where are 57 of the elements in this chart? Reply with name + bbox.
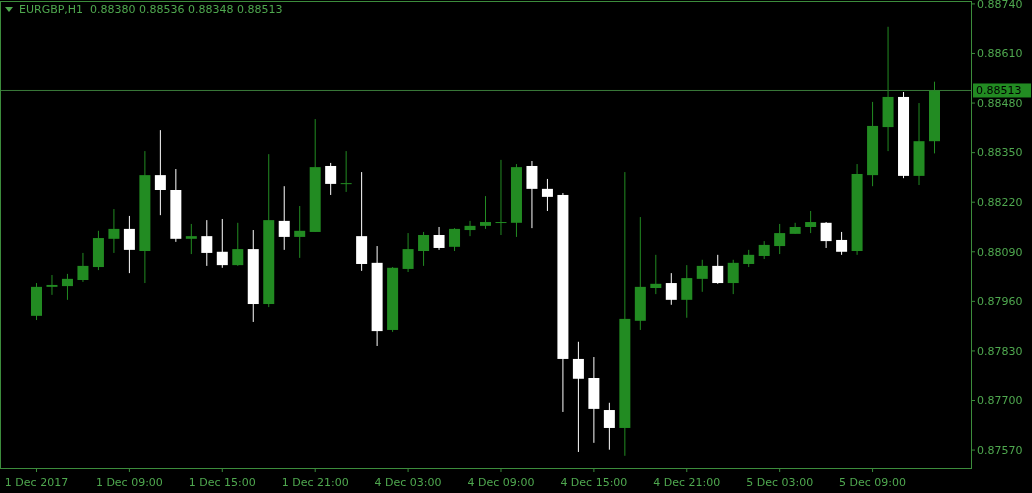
candlestick <box>185 223 197 255</box>
candlestick <box>232 222 244 267</box>
candlestick <box>278 185 290 251</box>
candlestick <box>712 254 724 285</box>
candlestick <box>154 129 166 216</box>
candlestick <box>123 215 135 274</box>
candlestick <box>402 232 414 273</box>
y-tick-label: 0.88480 <box>977 96 1023 110</box>
candlestick <box>77 252 89 283</box>
x-tick-label: 4 Dec 21:00 <box>653 476 721 489</box>
candlestick <box>603 402 615 451</box>
x-tick-label: 1 Dec 09:00 <box>95 476 163 489</box>
y-tick-label: 0.88220 <box>977 196 1023 210</box>
y-tick-label: 0.87700 <box>977 394 1023 408</box>
candlestick <box>681 264 693 319</box>
x-tick-label: 1 Dec 2017 <box>4 476 69 489</box>
candlestick <box>727 259 739 295</box>
candlestick <box>61 273 73 301</box>
candlestick <box>325 162 337 196</box>
candlestick <box>418 231 430 267</box>
candlestick <box>495 159 507 236</box>
candlestick <box>572 341 584 453</box>
candlestick <box>696 259 708 293</box>
candlestick <box>449 227 461 252</box>
candlestick <box>464 220 476 237</box>
chart-title: EURGBP,H1 0.88380 0.88536 0.88348 0.88513 <box>19 3 283 16</box>
y-tick-label: 0.88610 <box>977 47 1023 61</box>
y-tick-label: 0.87570 <box>977 443 1023 457</box>
candlestick <box>46 274 58 296</box>
x-tick-label: 4 Dec 03:00 <box>374 476 442 489</box>
y-tick-label: 0.87830 <box>977 344 1023 358</box>
y-tick-label: 0.88090 <box>977 245 1023 259</box>
candlestick <box>216 218 228 269</box>
y-tick-label: 0.88740 <box>977 0 1023 11</box>
candlestick <box>294 205 306 259</box>
candlestick <box>433 226 445 251</box>
candlestick <box>480 195 491 230</box>
y-tick-label: 0.88350 <box>977 146 1023 160</box>
y-tick-label: 0.87960 <box>977 295 1023 309</box>
candlestick <box>820 221 832 249</box>
candlestick <box>108 208 120 254</box>
candlestick <box>541 178 553 212</box>
candlestick <box>201 219 213 267</box>
x-tick-label: 5 Dec 09:00 <box>839 476 907 489</box>
x-tick-label: 1 Dec 21:00 <box>281 476 349 489</box>
x-tick-label: 1 Dec 15:00 <box>188 476 256 489</box>
x-tick-label: 4 Dec 15:00 <box>560 476 628 489</box>
x-tick-label: 4 Dec 09:00 <box>467 476 535 489</box>
ref-line-label: 0.88513 <box>976 84 1022 98</box>
candlestick <box>665 272 677 306</box>
x-tick-label: 5 Dec 03:00 <box>746 476 814 489</box>
candlestick <box>650 254 662 295</box>
candlestick <box>774 223 786 255</box>
candlestick <box>805 210 817 234</box>
candlestick <box>836 231 848 256</box>
candlestick <box>340 150 352 193</box>
candlestick <box>526 160 538 229</box>
